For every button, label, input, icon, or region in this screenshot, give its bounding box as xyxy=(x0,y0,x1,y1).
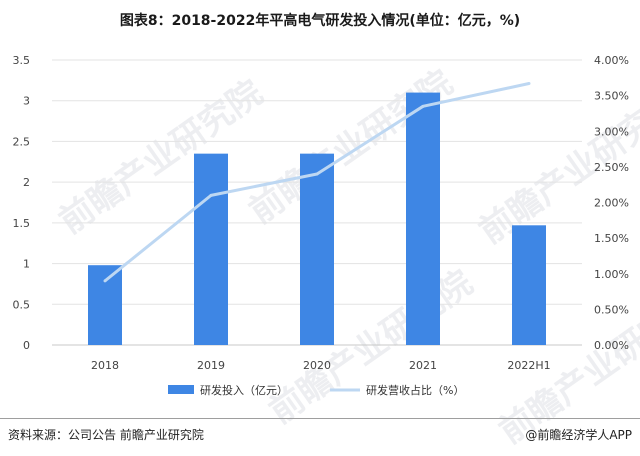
line-point xyxy=(527,82,531,86)
chart-title: 图表8：2018-2022年平高电气研发投入情况(单位：亿元，%) xyxy=(119,13,521,29)
right-axis-ticks: 0.00% 0.50% 1.00% 1.50% 2.00% 2.50% 3.00% 3.50%… xyxy=(594,54,629,352)
y-left-tick-label: 0 xyxy=(23,339,30,352)
line-point xyxy=(103,279,107,283)
bar xyxy=(300,153,334,345)
x-tick-label: 2022H1 xyxy=(507,359,550,372)
y-right-tick-label: 1.50% xyxy=(594,232,629,245)
line-series xyxy=(103,82,531,283)
legend-line-label: 研发营收占比（%） xyxy=(366,383,464,397)
y-right-tick-label: 1.00% xyxy=(594,268,629,281)
legend-bar-swatch xyxy=(168,385,194,394)
bar xyxy=(512,225,546,345)
y-right-tick-label: 3.50% xyxy=(594,90,629,103)
y-left-tick-label: 3.5 xyxy=(13,54,31,67)
y-right-tick-label: 0.50% xyxy=(594,303,629,316)
y-right-tick-label: 4.00% xyxy=(594,54,629,67)
footer-divider xyxy=(0,418,640,419)
bar xyxy=(194,153,228,345)
x-tick-label: 2018 xyxy=(91,359,119,372)
x-axis-ticks: 2018 2019 2020 2021 2022H1 xyxy=(91,359,551,372)
y-left-tick-label: 3 xyxy=(23,95,30,108)
y-left-tick-label: 2 xyxy=(23,176,30,189)
brand-credit: @前瞻经济学人APP xyxy=(525,428,632,442)
y-right-tick-label: 3.00% xyxy=(594,125,629,138)
x-tick-label: 2019 xyxy=(197,359,225,372)
x-tick-label: 2020 xyxy=(303,359,331,372)
y-left-tick-label: 1.5 xyxy=(13,217,31,230)
left-axis-ticks: 0 0.5 1 1.5 2 2.5 3 3.5 xyxy=(13,54,31,352)
y-left-tick-label: 2.5 xyxy=(13,135,31,148)
y-right-tick-label: 2.50% xyxy=(594,161,629,174)
source-note: 资料来源：公司公告 前瞻产业研究院 xyxy=(8,428,204,442)
line-point xyxy=(315,172,319,176)
combo-chart: 0 0.5 1 1.5 2 2.5 3 3.5 0.00% 0.50% 1.00% 1.50% 2.0… xyxy=(13,54,630,397)
y-left-tick-label: 1 xyxy=(23,258,30,271)
legend-bar-label: 研发投入（亿元） xyxy=(200,383,288,397)
legend: 研发投入（亿元） 研发营收占比（%） xyxy=(168,383,464,397)
bar-series xyxy=(88,92,546,345)
x-tick-label: 2021 xyxy=(409,359,437,372)
line-point xyxy=(421,104,425,108)
bar xyxy=(88,265,122,345)
y-right-tick-label: 0.00% xyxy=(594,339,629,352)
line-point xyxy=(209,193,213,197)
bar xyxy=(406,92,440,345)
y-left-tick-label: 0.5 xyxy=(13,298,31,311)
y-right-tick-label: 2.00% xyxy=(594,197,629,210)
